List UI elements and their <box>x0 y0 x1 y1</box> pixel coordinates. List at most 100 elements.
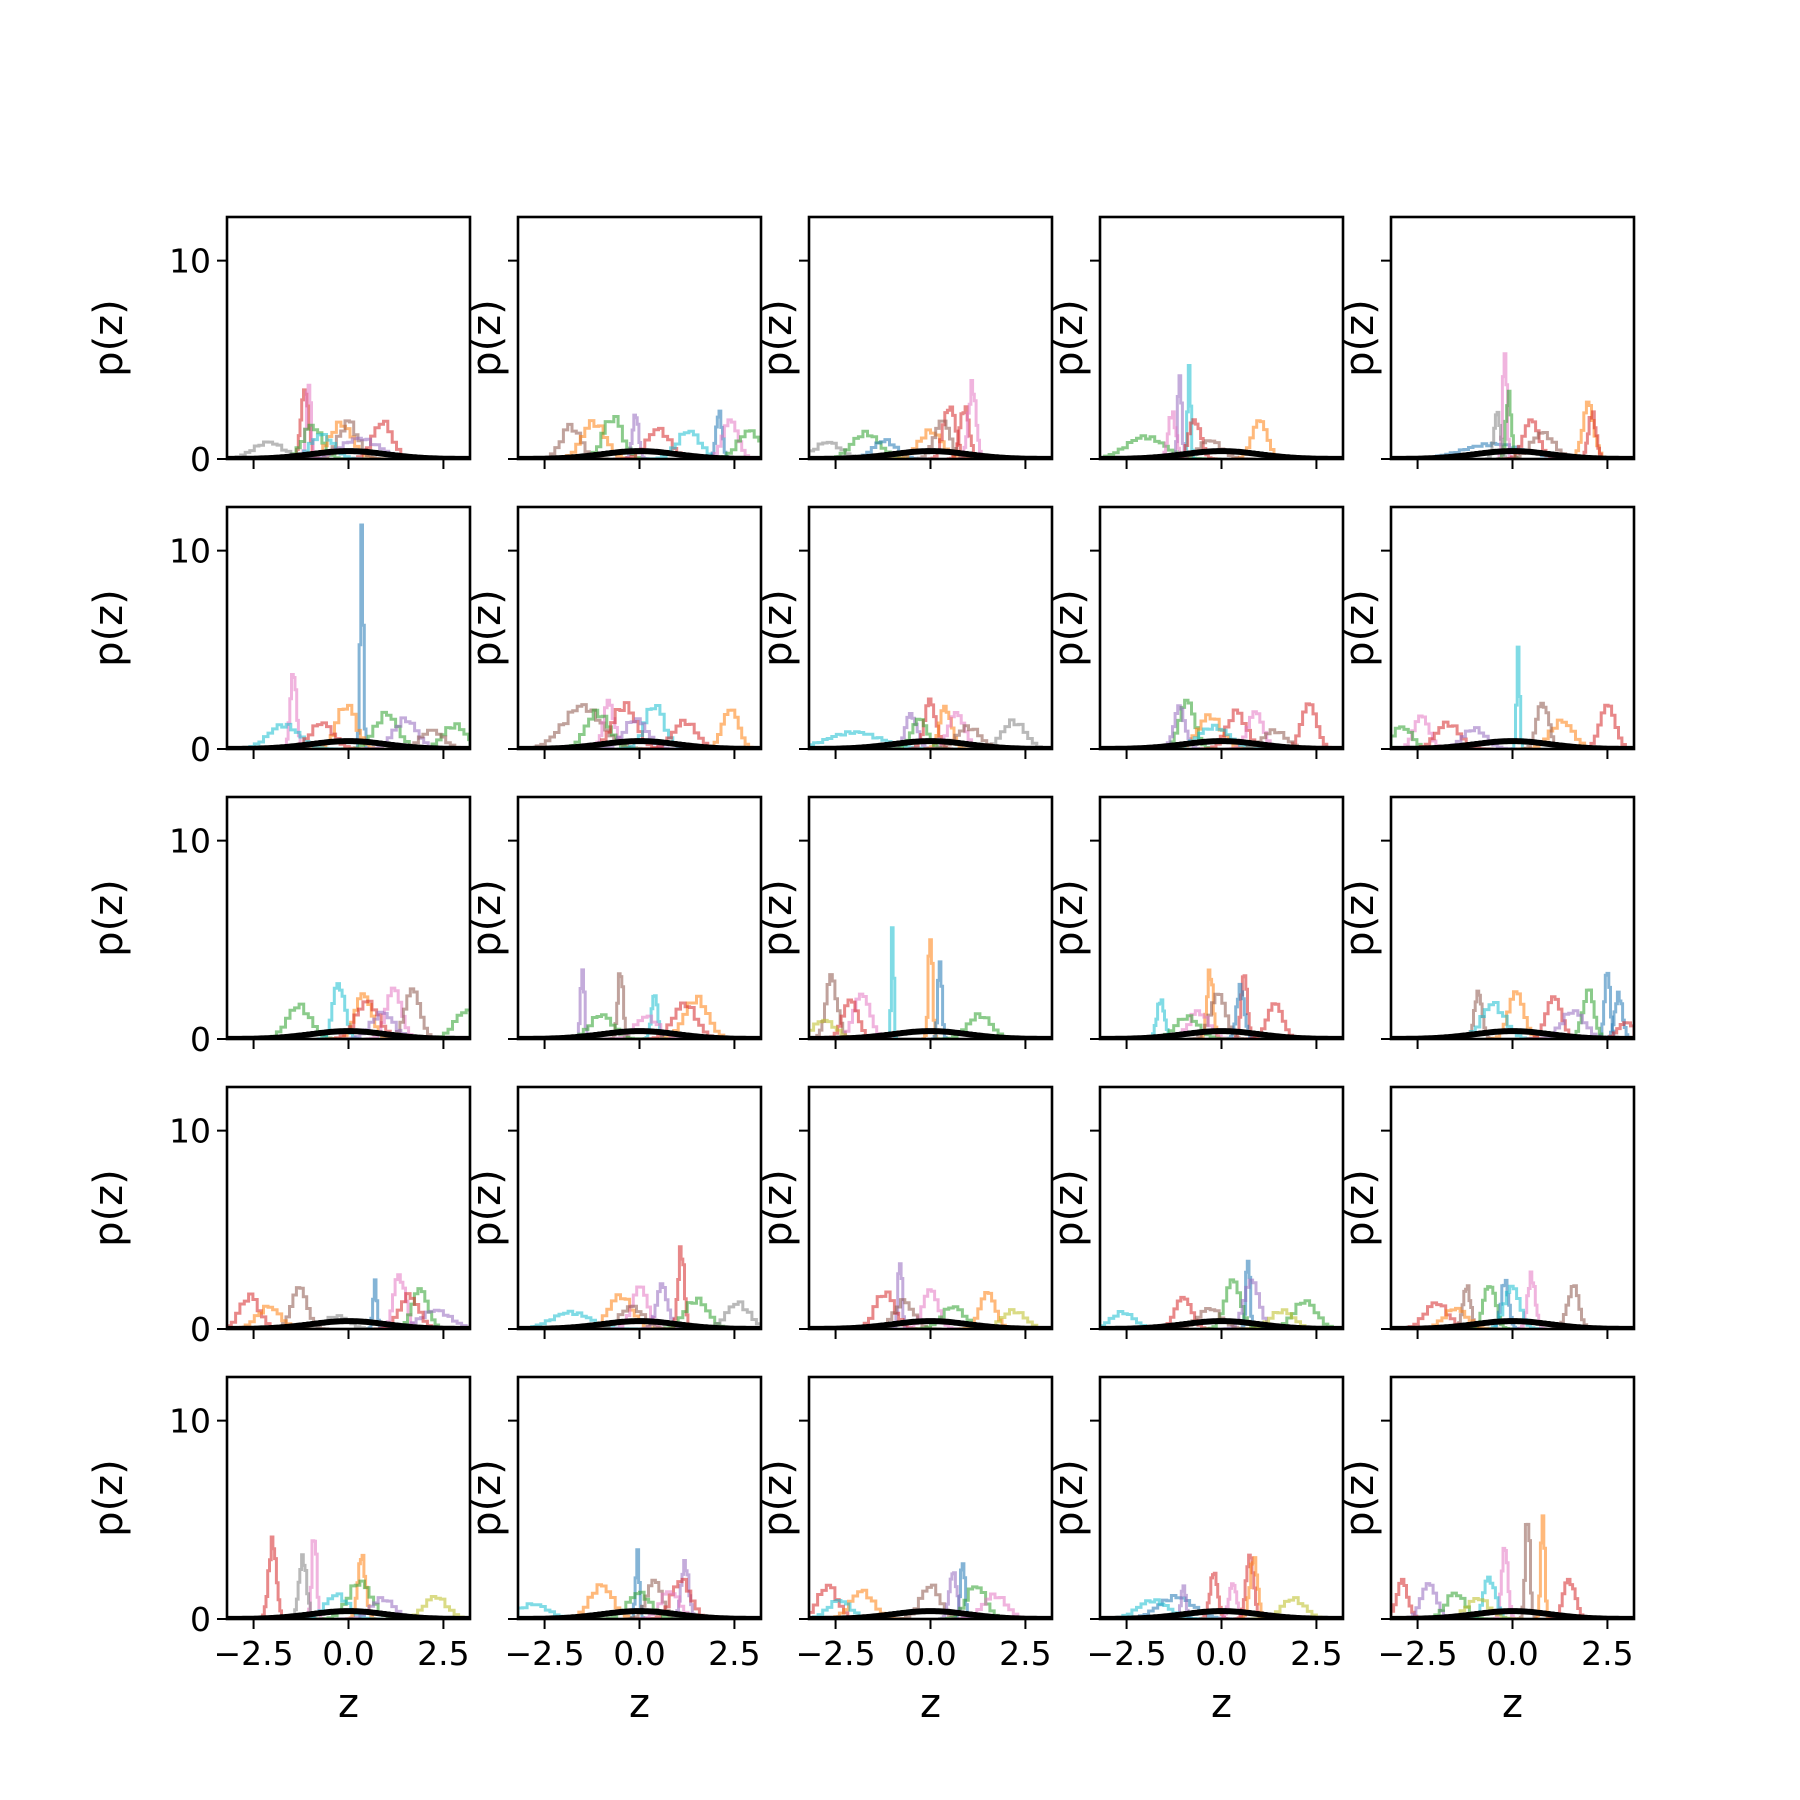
axes-background <box>1391 797 1634 1039</box>
x-tick-label: 0.0 <box>1486 1634 1538 1673</box>
panel-r5-c5: −2.5 0.0 2.5 p(z) <box>1337 1375 1636 1673</box>
x-tick-label: 0.0 <box>1195 1634 1247 1673</box>
axes-background <box>1100 507 1343 749</box>
y-axis-label: p(z) <box>1337 299 1383 377</box>
x-axis-label: z <box>1502 1681 1523 1727</box>
axes-background <box>1100 1377 1343 1619</box>
panel-r4-c4: p(z) <box>1046 1085 1345 1339</box>
panel-r4-c3: p(z) <box>755 1085 1054 1339</box>
axes-background <box>1100 217 1343 459</box>
x-axis-label: z <box>920 1681 941 1727</box>
axes-background <box>227 217 470 459</box>
panel-r3-c4: p(z) <box>1046 795 1345 1049</box>
y-axis-label: p(z) <box>464 879 510 957</box>
panel-r3-c2: p(z) <box>464 795 763 1049</box>
axes-background <box>1100 1087 1343 1329</box>
panel-r1-c1: 0 10 p(z) <box>86 215 472 479</box>
y-tick-label: 0 <box>190 730 211 769</box>
y-axis-label: p(z) <box>464 1459 510 1537</box>
x-tick-label: 0.0 <box>322 1634 374 1673</box>
y-axis-label: p(z) <box>755 1459 801 1537</box>
y-axis-label: p(z) <box>86 879 132 957</box>
x-tick-label: −2.5 <box>214 1634 294 1673</box>
y-axis-label: p(z) <box>464 1169 510 1247</box>
axes-background <box>1391 1377 1634 1619</box>
y-axis-label: p(z) <box>1046 1459 1092 1537</box>
x-tick-label: 2.5 <box>708 1634 760 1673</box>
x-tick-label: −2.5 <box>505 1634 585 1673</box>
x-tick-label: 2.5 <box>417 1634 469 1673</box>
panel-r4-c1: 0 10 p(z) <box>86 1085 472 1349</box>
y-axis-label: p(z) <box>86 589 132 667</box>
panel-r3-c5: p(z) <box>1337 795 1636 1049</box>
axes-background <box>809 507 1052 749</box>
hist-series-4 <box>1187 992 1249 1039</box>
panel-r5-c1: −2.5 0.0 2.5 0 10 p(z) <box>86 1375 472 1673</box>
x-tick-label: 2.5 <box>999 1634 1051 1673</box>
x-tick-label: 0.0 <box>613 1634 665 1673</box>
panel-r5-c3: −2.5 0.0 2.5 p(z) <box>755 1375 1054 1673</box>
x-tick-label: 2.5 <box>1581 1634 1633 1673</box>
x-axis-label: z <box>338 1681 359 1727</box>
y-tick-label: 0 <box>190 1020 211 1059</box>
y-tick-label: 0 <box>190 1310 211 1349</box>
panel-r4-c5: p(z) <box>1337 1085 1636 1339</box>
panel-r3-c3: p(z) <box>755 795 1054 1049</box>
axes-background <box>518 507 761 749</box>
y-axis-label: p(z) <box>755 589 801 667</box>
panel-r1-c5: p(z) <box>1337 215 1636 469</box>
x-tick-label: 0.0 <box>904 1634 956 1673</box>
y-axis-label: p(z) <box>86 299 132 377</box>
axes-background <box>809 1377 1052 1619</box>
panel-r4-c2: p(z) <box>464 1085 763 1339</box>
y-axis-label: p(z) <box>755 1169 801 1247</box>
x-tick-label: 2.5 <box>1290 1634 1342 1673</box>
y-tick-label: 10 <box>169 532 211 571</box>
axes-background <box>809 797 1052 1039</box>
panel-r2-c3: p(z) <box>755 505 1054 759</box>
y-tick-label: 0 <box>190 1600 211 1639</box>
y-axis-label: p(z) <box>86 1169 132 1247</box>
axes-background <box>227 507 470 749</box>
panel-r2-c2: p(z) <box>464 505 763 759</box>
hist-series-5 <box>1516 1270 1548 1329</box>
y-axis-label: p(z) <box>464 589 510 667</box>
y-axis-label: p(z) <box>1046 299 1092 377</box>
axes-background <box>809 217 1052 459</box>
y-axis-label: p(z) <box>755 879 801 957</box>
panel-r5-c2: −2.5 0.0 2.5 p(z) <box>464 1375 763 1673</box>
y-axis-label: p(z) <box>1337 1169 1383 1247</box>
panel-r2-c4: p(z) <box>1046 505 1345 759</box>
x-tick-label: −2.5 <box>1087 1634 1167 1673</box>
y-axis-label: p(z) <box>464 299 510 377</box>
y-axis-label: p(z) <box>755 299 801 377</box>
axes-background <box>1391 507 1634 749</box>
panel-r1-c3: p(z) <box>755 215 1054 469</box>
y-tick-label: 10 <box>169 242 211 281</box>
y-tick-label: 0 <box>190 440 211 479</box>
x-tick-label: −2.5 <box>1378 1634 1458 1673</box>
y-axis-label: p(z) <box>1337 589 1383 667</box>
y-axis-label: p(z) <box>1337 879 1383 957</box>
axes-background <box>518 1087 761 1329</box>
axes-background <box>227 797 470 1039</box>
y-axis-label: p(z) <box>1046 879 1092 957</box>
panel-r5-c4: −2.5 0.0 2.5 p(z) <box>1046 1375 1345 1673</box>
y-axis-label: p(z) <box>1337 1459 1383 1537</box>
axes-background <box>227 1087 470 1329</box>
panel-r1-c4: p(z) <box>1046 215 1345 469</box>
axes-background <box>518 797 761 1039</box>
y-axis-label: p(z) <box>1046 589 1092 667</box>
panel-r2-c5: p(z) <box>1337 505 1636 759</box>
panel-r1-c2: p(z) <box>464 215 763 469</box>
y-axis-label: p(z) <box>86 1459 132 1537</box>
y-axis-label: p(z) <box>1046 1169 1092 1247</box>
axes-background <box>1391 1087 1634 1329</box>
y-tick-label: 10 <box>169 1112 211 1151</box>
x-tick-label: −2.5 <box>796 1634 876 1673</box>
panel-r3-c1: 0 10 p(z) <box>86 795 472 1059</box>
panel-r2-c1: 0 10 p(z) <box>86 505 472 769</box>
y-tick-label: 10 <box>169 1402 211 1441</box>
y-tick-label: 10 <box>169 822 211 861</box>
